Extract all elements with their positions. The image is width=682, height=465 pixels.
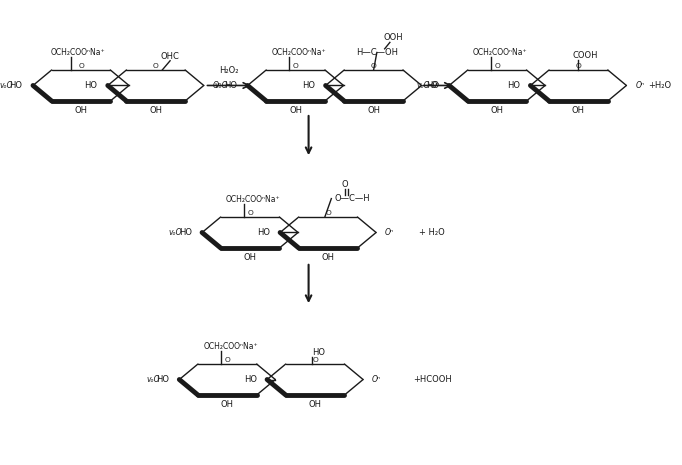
Text: OH: OH (289, 106, 302, 115)
Text: OH: OH (243, 252, 256, 262)
Text: OH: OH (74, 106, 87, 115)
Text: vₒO: vₒO (416, 80, 430, 90)
Text: HO: HO (10, 81, 23, 90)
Text: O: O (371, 63, 376, 69)
Text: HO: HO (243, 375, 256, 384)
Text: O: O (153, 63, 159, 69)
Text: H—C—OH: H—C—OH (356, 48, 398, 57)
Text: O: O (494, 63, 500, 69)
Text: HO: HO (302, 81, 315, 90)
Text: COOH: COOH (572, 51, 597, 60)
Text: vₒO: vₒO (0, 80, 14, 90)
Text: O: O (293, 63, 299, 69)
Text: OH: OH (367, 106, 380, 115)
Text: + H₂O: + H₂O (419, 228, 445, 237)
Text: Oⁿ: Oⁿ (385, 227, 394, 237)
Text: HO: HO (85, 81, 98, 90)
Text: Oⁿ: Oⁿ (213, 80, 222, 90)
Text: +HCOOH: +HCOOH (413, 375, 451, 384)
Text: OOH: OOH (383, 33, 403, 42)
Text: O: O (247, 210, 253, 216)
Text: O: O (325, 210, 331, 216)
Text: H₂O₂: H₂O₂ (219, 66, 239, 75)
Text: OH: OH (221, 400, 234, 409)
Text: HO: HO (224, 81, 237, 90)
Text: OH: OH (490, 106, 503, 115)
Text: OH: OH (149, 106, 162, 115)
Text: OHC: OHC (161, 52, 179, 60)
Text: OH: OH (308, 400, 322, 409)
Text: OCH₂COOⁿNa⁺: OCH₂COOⁿNa⁺ (271, 48, 326, 57)
Text: O: O (576, 63, 581, 69)
Text: O: O (224, 357, 231, 363)
Text: O: O (312, 357, 318, 363)
Text: O—C—H: O—C—H (335, 194, 370, 203)
Text: Oⁿ: Oⁿ (372, 375, 381, 384)
Text: OCH₂COOⁿNa⁺: OCH₂COOⁿNa⁺ (473, 48, 528, 57)
Text: OH: OH (322, 252, 335, 262)
Text: HO: HO (179, 228, 192, 237)
Text: vₒO: vₒO (214, 80, 228, 90)
Text: HO: HO (156, 375, 169, 384)
Text: HO: HO (426, 81, 439, 90)
Text: OCH₂COOⁿNa⁺: OCH₂COOⁿNa⁺ (203, 342, 258, 351)
Text: vₒO: vₒO (169, 227, 183, 237)
Text: +H₂O: +H₂O (648, 81, 671, 90)
Text: Oⁿ: Oⁿ (636, 80, 644, 90)
Text: OCH₂COOⁿNa⁺: OCH₂COOⁿNa⁺ (50, 48, 105, 57)
Text: vₒO: vₒO (146, 375, 160, 384)
Text: Oⁿ: Oⁿ (431, 80, 440, 90)
Text: OH: OH (572, 106, 585, 115)
Text: OCH₂COOⁿNa⁺: OCH₂COOⁿNa⁺ (226, 195, 280, 204)
Text: O: O (342, 180, 349, 189)
Text: O: O (78, 63, 84, 69)
Text: HO: HO (507, 81, 520, 90)
Text: HO: HO (256, 228, 269, 237)
Text: HO: HO (312, 348, 325, 357)
